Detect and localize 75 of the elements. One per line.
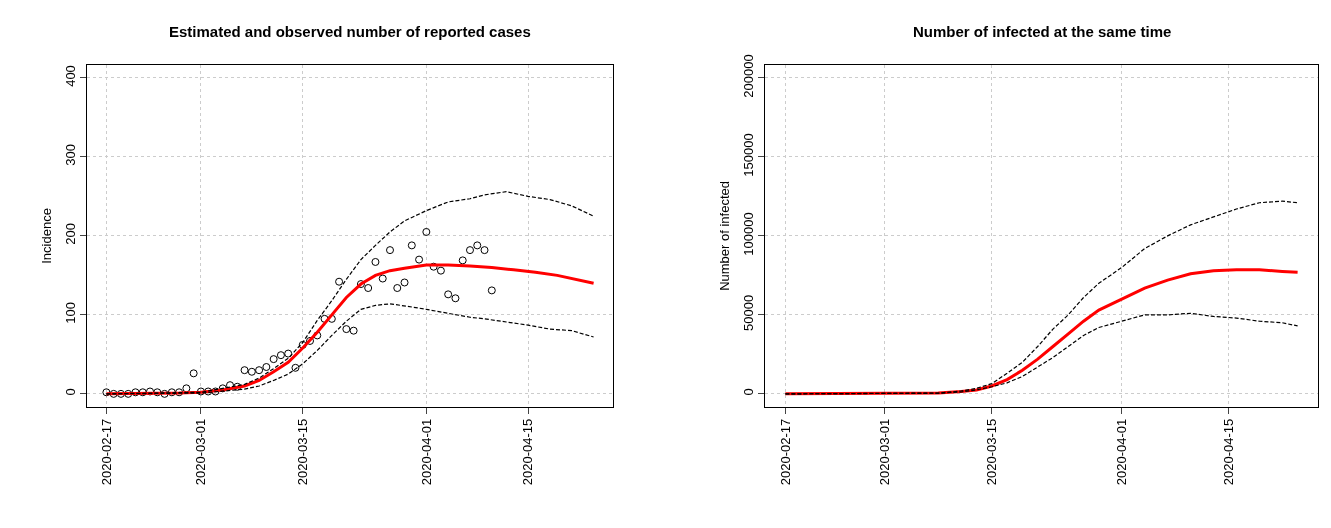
x-tick-label: 2020-04-15 [1221, 418, 1237, 486]
point [284, 349, 293, 358]
point [473, 241, 482, 250]
y-tick-label: 200000 [740, 54, 756, 98]
point [436, 266, 445, 275]
point [102, 388, 111, 397]
point [378, 274, 387, 283]
point [124, 389, 133, 398]
y-tick-label: 150000 [740, 133, 756, 177]
point [233, 382, 242, 391]
point [189, 369, 198, 378]
point [487, 286, 496, 295]
point [109, 389, 118, 398]
point [262, 363, 271, 372]
y-tick-label: 300 [62, 144, 78, 166]
y-tick-label: 0 [740, 388, 756, 396]
y-axis-title: Incidence [38, 208, 54, 264]
x-tick-label: 2020-03-01 [193, 418, 209, 486]
chart-title: Estimated and observed number of reported cases [169, 23, 531, 40]
x-tick-label: 2020-04-15 [520, 418, 536, 486]
x-tick-label: 2020-03-01 [876, 418, 892, 486]
y-tick-label: 200 [62, 223, 78, 245]
point [306, 336, 314, 345]
point [429, 262, 438, 271]
point [356, 280, 365, 289]
point [269, 355, 278, 364]
point [182, 384, 191, 393]
x-tick-label: 2020-03-15 [294, 418, 310, 486]
y-axis-title: Number of infected [716, 180, 732, 291]
point [146, 387, 155, 396]
point [400, 278, 409, 287]
point [291, 363, 300, 372]
point [371, 257, 380, 266]
point [349, 326, 358, 335]
point [131, 388, 140, 397]
point [153, 388, 162, 397]
point [393, 284, 402, 293]
point [255, 366, 264, 375]
point [407, 241, 416, 250]
point [160, 389, 169, 398]
point [276, 351, 285, 360]
x-tick-label: 2020-02-17 [98, 418, 114, 486]
point [451, 294, 460, 303]
point [240, 366, 249, 375]
point [211, 387, 220, 396]
point [298, 340, 307, 349]
point [458, 256, 467, 265]
point [415, 255, 424, 264]
x-tick-label: 2020-04-01 [1113, 418, 1129, 486]
point [116, 389, 125, 398]
point [364, 284, 373, 293]
point [335, 277, 344, 286]
point [480, 246, 489, 255]
chart-title: Number of infected at the same time [913, 23, 1172, 40]
x-tick-label: 2020-04-01 [418, 418, 434, 486]
point [175, 388, 184, 397]
x-tick-label: 2020-02-17 [777, 418, 793, 486]
point [204, 387, 213, 396]
point [465, 246, 474, 255]
point [196, 387, 205, 396]
point [138, 388, 147, 397]
point [218, 384, 227, 393]
point [247, 367, 256, 376]
point [167, 388, 176, 397]
y-tick-label: 50000 [740, 294, 756, 332]
point [342, 325, 351, 334]
point [422, 227, 431, 236]
point [444, 290, 453, 299]
y-tick-label: 0 [62, 388, 78, 396]
x-tick-label: 2020-03-15 [984, 418, 1000, 486]
y-tick-label: 100 [62, 302, 78, 324]
point [386, 246, 394, 255]
point [313, 331, 322, 340]
y-tick-label: 100000 [740, 212, 756, 256]
y-tick-label: 400 [62, 65, 78, 87]
